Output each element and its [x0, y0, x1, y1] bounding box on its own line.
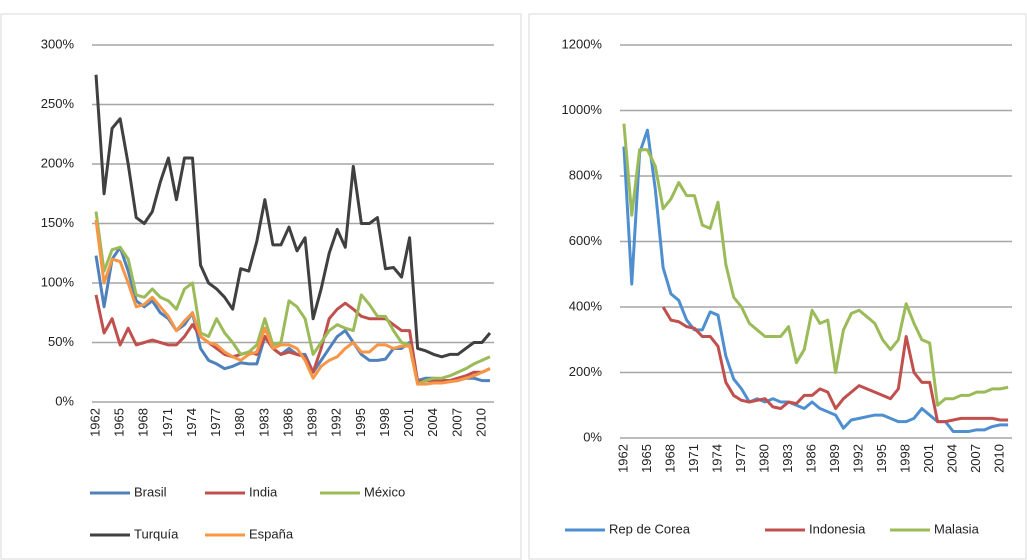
series-line — [94, 245, 490, 383]
series-line — [622, 123, 1009, 407]
x-tick-label: 1977 — [208, 408, 223, 437]
x-tick-label: 1998 — [898, 444, 913, 473]
x-tick-label: 2001 — [921, 444, 936, 473]
x-tick-label: 1965 — [639, 444, 654, 473]
panel-frame — [528, 13, 1027, 560]
x-tick-label: 1974 — [184, 408, 199, 437]
x-tick-label: 1998 — [377, 408, 392, 437]
legend-label: México — [364, 484, 405, 499]
x-tick-label: 1983 — [256, 408, 271, 437]
legend-label: India — [249, 484, 278, 499]
x-tick-label: 1992 — [329, 408, 344, 437]
x-tick-label: 2010 — [992, 444, 1007, 473]
y-tick-label: 400% — [569, 298, 603, 313]
legend-label: Rep de Corea — [609, 521, 691, 536]
x-tick-label: 1965 — [112, 408, 127, 437]
x-tick-label: 1968 — [662, 444, 677, 473]
y-tick-label: 1000% — [562, 102, 603, 117]
x-tick-label: 2004 — [425, 408, 440, 437]
x-tick-label: 1986 — [804, 444, 819, 473]
legend-label: Turquía — [134, 526, 179, 541]
y-tick-label: 250% — [41, 96, 75, 111]
x-tick-label: 2007 — [449, 408, 464, 437]
x-tick-label: 1986 — [280, 408, 295, 437]
x-tick-label: 1962 — [615, 444, 630, 473]
legend-label: Malasia — [934, 521, 980, 536]
x-tick-label: 2010 — [473, 408, 488, 437]
x-tick-label: 1971 — [160, 408, 175, 437]
series-line — [94, 211, 491, 386]
y-tick-label: 300% — [41, 36, 75, 51]
x-tick-label: 1977 — [733, 444, 748, 473]
legend-label: España — [249, 526, 294, 541]
y-tick-label: 0% — [55, 393, 74, 408]
y-tick-label: 800% — [569, 167, 603, 182]
legend-label: Brasil — [134, 484, 167, 499]
y-tick-label: 1200% — [562, 36, 603, 51]
x-tick-label: 1989 — [305, 408, 320, 437]
y-tick-label: 150% — [41, 215, 75, 230]
y-tick-label: 100% — [41, 274, 75, 289]
x-tick-label: 2004 — [945, 444, 960, 473]
x-tick-label: 1983 — [780, 444, 795, 473]
x-tick-label: 1992 — [851, 444, 866, 473]
y-tick-label: 50% — [48, 334, 74, 349]
x-tick-label: 1971 — [686, 444, 701, 473]
x-tick-label: 1962 — [87, 408, 102, 437]
x-tick-label: 1974 — [709, 444, 724, 473]
legend-label: Indonesia — [809, 521, 866, 536]
y-tick-label: 600% — [569, 233, 603, 248]
x-tick-label: 1980 — [756, 444, 771, 473]
x-tick-label: 1995 — [353, 408, 368, 437]
series-line — [661, 306, 1009, 424]
panel-frame — [0, 13, 522, 560]
series-line — [94, 294, 491, 384]
x-tick-label: 2007 — [968, 444, 983, 473]
series-line — [94, 219, 491, 386]
y-tick-label: 0% — [583, 429, 602, 444]
x-tick-label: 2001 — [401, 408, 416, 437]
x-tick-label: 1989 — [827, 444, 842, 473]
y-tick-label: 200% — [41, 155, 75, 170]
series-line — [94, 74, 492, 359]
y-tick-label: 200% — [569, 364, 603, 379]
x-tick-label: 1995 — [874, 444, 889, 473]
x-tick-label: 1968 — [136, 408, 151, 437]
x-tick-label: 1980 — [232, 408, 247, 437]
